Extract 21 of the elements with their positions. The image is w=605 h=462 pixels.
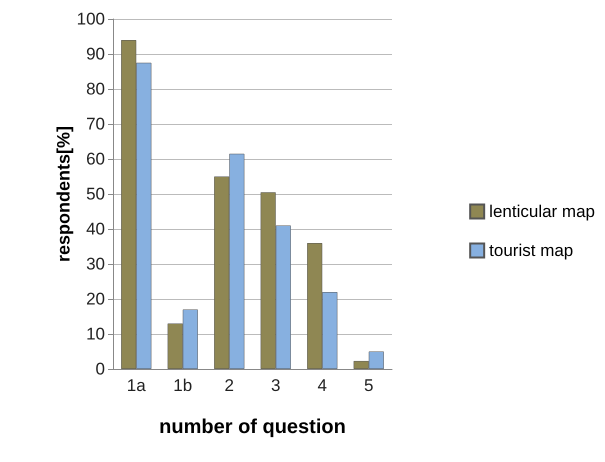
- x-tick-label: 3: [271, 376, 280, 395]
- y-tick-label: 90: [86, 44, 105, 64]
- y-tick-label: 60: [86, 150, 105, 168]
- x-tick-label: 4: [318, 376, 327, 395]
- y-tick-label: 70: [86, 114, 105, 134]
- y-tick-label: 0: [96, 360, 105, 378]
- legend-label: tourist map: [489, 241, 574, 260]
- x-tick-label: 2: [224, 376, 234, 395]
- y-tick-label: 40: [86, 220, 105, 238]
- y-axis-title: respondents[%]: [54, 126, 74, 262]
- y-tick-label: 20: [86, 290, 105, 308]
- x-tick-label: 5: [364, 376, 374, 395]
- legend-label: lenticular map: [489, 202, 595, 221]
- x-tick-label: 1b: [173, 376, 192, 395]
- y-tick-label: 10: [86, 324, 105, 344]
- y-tick-label: 80: [86, 80, 105, 98]
- x-axis-title: number of question: [159, 416, 346, 438]
- y-tick-label: 30: [86, 254, 105, 274]
- y-tick-label: 50: [86, 184, 105, 204]
- y-tick-label: 100: [76, 10, 105, 28]
- x-tick-label: 1a: [126, 376, 146, 395]
